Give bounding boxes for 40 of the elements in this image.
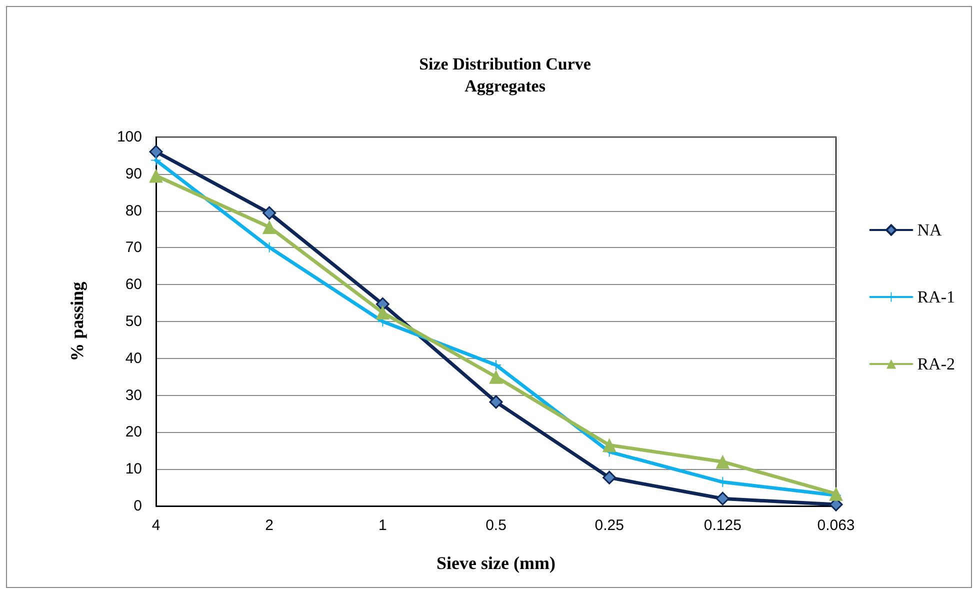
- y-tick-label: 50: [125, 313, 142, 330]
- legend-label: NA: [917, 220, 942, 240]
- y-tick-label: 60: [125, 276, 142, 294]
- point: [149, 145, 163, 159]
- point: [376, 306, 390, 320]
- point: [262, 206, 276, 220]
- y-tick-label: 0: [134, 498, 142, 514]
- x-axis-title: Sieve size (mm): [436, 553, 556, 573]
- x-tick-label: 4: [152, 517, 160, 534]
- point: [491, 360, 501, 370]
- x-tick-label: 0.063: [817, 517, 855, 534]
- y-tick-label: 30: [125, 386, 142, 404]
- point: [489, 370, 503, 384]
- y-tick-label: 20: [125, 424, 142, 441]
- point: [602, 438, 616, 452]
- y-tick-label: 80: [125, 202, 142, 220]
- x-tick-label: 1: [378, 517, 387, 534]
- point: [264, 242, 274, 252]
- y-tick-label: 100: [116, 128, 142, 146]
- y-tick-label: 90: [125, 165, 142, 182]
- point: [151, 155, 161, 166]
- x-tick-label: 0.125: [704, 517, 742, 534]
- y-tick-label: 40: [125, 350, 142, 367]
- y-tick-label: 10: [125, 460, 142, 478]
- y-axis-title: % passing: [67, 282, 87, 362]
- legend-label: RA-2: [917, 354, 956, 374]
- x-tick-label: 0.5: [486, 517, 506, 534]
- point: [489, 395, 503, 409]
- chart-title: Size Distribution Curve Aggregates: [419, 54, 592, 96]
- y-tick-label: 70: [125, 239, 142, 256]
- point: [716, 492, 730, 506]
- point: [602, 470, 616, 484]
- legend-label: RA-1: [917, 288, 956, 306]
- x-tick-label: 0.25: [594, 517, 624, 534]
- point: [262, 220, 276, 234]
- point: [149, 168, 163, 183]
- point: [716, 454, 730, 469]
- point: [829, 486, 843, 501]
- point: [376, 297, 390, 311]
- x-tick-label: 2: [265, 517, 274, 534]
